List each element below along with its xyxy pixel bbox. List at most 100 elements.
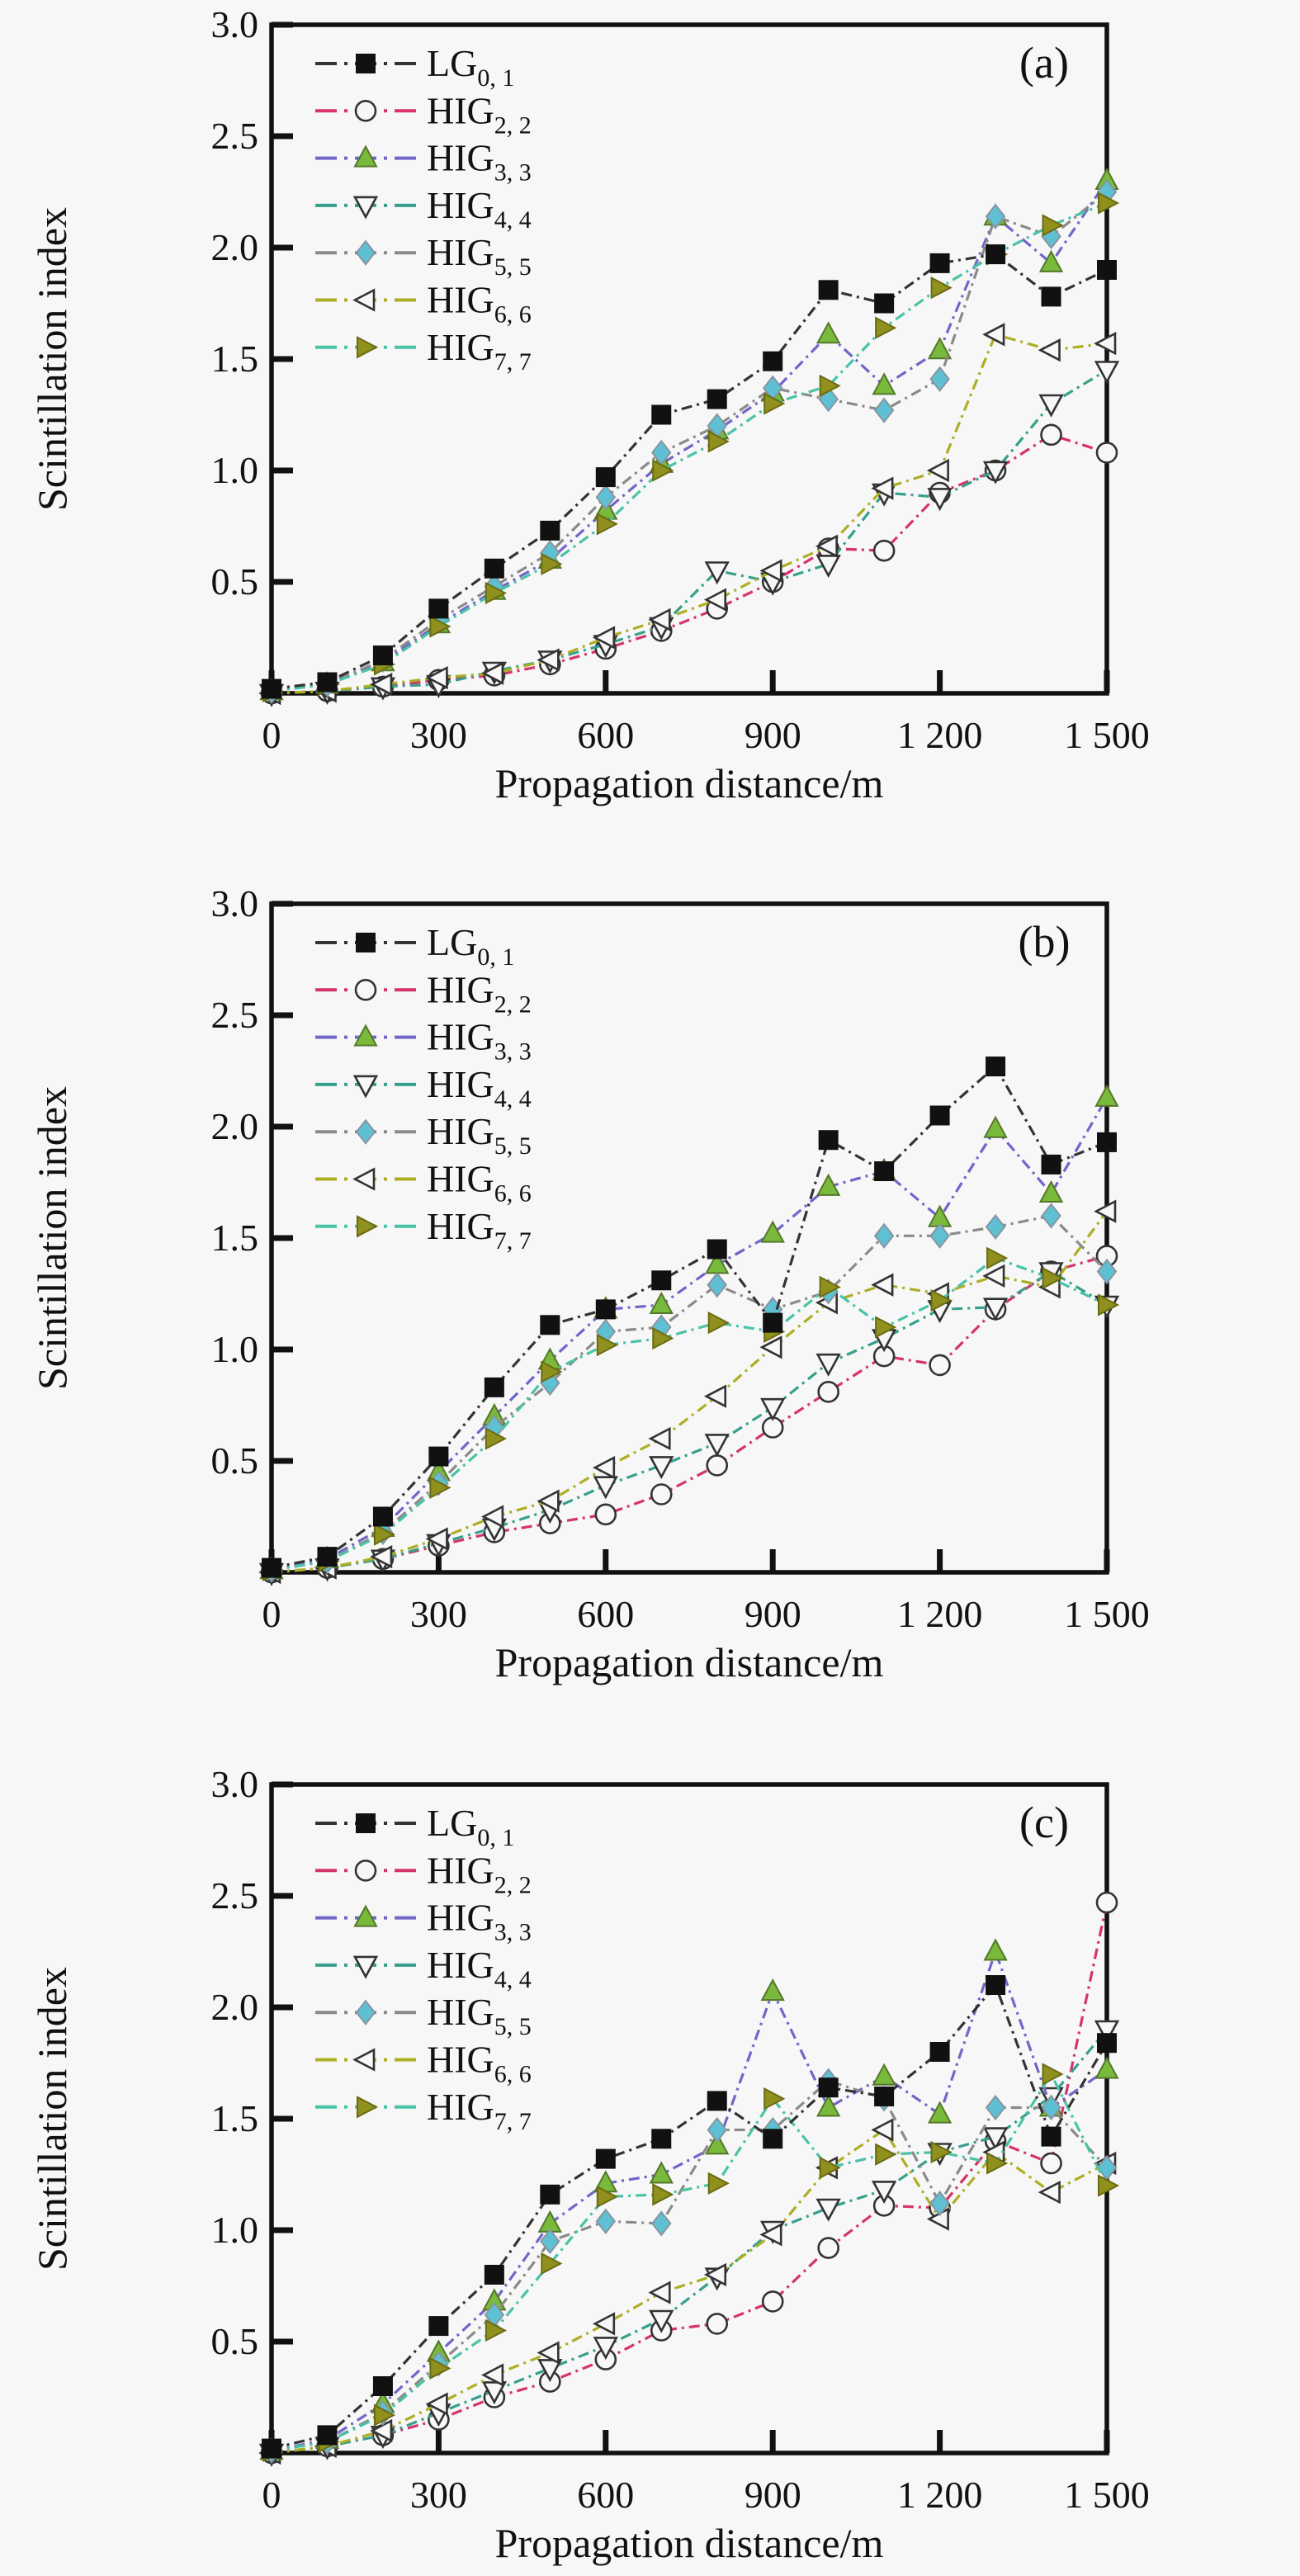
data-point-lg01: [1097, 2033, 1117, 2054]
data-point-hig55: [929, 1222, 950, 1249]
y-tick-label: 0.5: [211, 2320, 259, 2362]
data-point-hig22: [1095, 1891, 1118, 1914]
data-point-hig44: [481, 2381, 508, 2405]
data-point-hig66: [1038, 2180, 1061, 2205]
data-point-hig66: [648, 2281, 671, 2304]
x-tick-label: 0: [262, 714, 281, 756]
data-point-hig77: [485, 2318, 508, 2342]
data-point-hig33: [1094, 2056, 1119, 2079]
data-point-lg01: [929, 253, 950, 273]
data-point-hig33: [1038, 1179, 1064, 1203]
data-point-lg01: [428, 1446, 449, 1467]
data-point-hig44: [593, 1476, 618, 1500]
data-point-hig77: [541, 1360, 563, 1383]
y-tick-label: 1.5: [211, 2097, 259, 2139]
data-point-lg01: [986, 244, 1006, 265]
data-point-hig66: [926, 458, 949, 483]
data-point-hig77: [930, 276, 953, 300]
data-point-hig44: [815, 2198, 841, 2222]
data-point-lg01: [595, 1299, 616, 1320]
data-point-lg01: [986, 1056, 1006, 1077]
data-point-lg01: [763, 1312, 783, 1333]
data-point-hig33: [983, 1938, 1008, 1961]
data-point-hig77: [986, 1246, 1009, 1269]
data-point-hig66: [759, 1335, 782, 1359]
data-point-lg01: [317, 672, 338, 692]
data-point-hig77: [596, 513, 618, 536]
y-tick-label: 2.5: [211, 1874, 259, 1917]
panel-label: (c): [1019, 1798, 1069, 1847]
legend-marker-hig33: [353, 144, 378, 168]
data-point-hig66: [703, 588, 727, 612]
x-tick-label: 600: [577, 714, 634, 756]
data-point-hig66: [537, 1489, 560, 1513]
data-point-hig77: [1098, 1293, 1120, 1316]
series-line-hig33: [271, 1947, 1108, 2452]
data-point-lg01: [317, 2425, 338, 2446]
chart-a: 0.5 1.0 1.5 2.0 2.5 3.0 0 300 600 900 1 200 1 500 Pr…: [29, 3, 1150, 806]
data-point-hig44: [649, 1456, 674, 1480]
data-point-hig33: [649, 1291, 674, 1314]
data-point-hig66: [982, 323, 1005, 347]
data-point-hig66: [703, 1384, 727, 1408]
x-tick-label: 300: [410, 1593, 467, 1635]
legend-label-lg01: LG0, 1: [427, 921, 514, 971]
data-point-lg01: [540, 520, 560, 541]
legend-label-lg01: LG0, 1: [427, 1802, 514, 1851]
series-line-hig55: [271, 2079, 1109, 2452]
data-point-hig66: [370, 673, 393, 697]
data-point-hig22: [872, 539, 896, 562]
legend-marker-hig44: [352, 1075, 379, 1099]
series-line-hig55: [271, 1214, 1109, 1572]
data-point-hig77: [429, 2356, 451, 2380]
plot-border: [269, 1782, 1109, 2455]
data-point-lg01: [929, 2042, 950, 2062]
data-point-hig55: [650, 2210, 672, 2237]
data-point-hig77: [429, 1476, 451, 1500]
legend-label-hig22: HIG2, 2: [427, 968, 532, 1018]
data-point-hig44: [871, 2181, 897, 2205]
data-point-lg01: [763, 351, 783, 371]
legend-marker-hig22: [354, 1860, 377, 1882]
data-point-hig66: [815, 534, 838, 558]
data-point-hig66: [1094, 331, 1117, 356]
legend-label-hig44: HIG4, 4: [427, 1944, 532, 1993]
data-point-hig77: [373, 1523, 396, 1546]
data-point-hig77: [652, 459, 674, 482]
data-point-hig66: [982, 1264, 1005, 1288]
legend-marker-hig66: [352, 1167, 376, 1191]
data-point-hig22: [929, 1354, 951, 1377]
data-point-lg01: [874, 2087, 895, 2106]
data-point-hig33: [872, 2063, 896, 2086]
data-point-lg01: [540, 1315, 560, 1335]
data-point-hig66: [425, 665, 448, 690]
x-axis-title: Propagation distance/m: [495, 2520, 884, 2566]
y-tick-label: 3.0: [211, 882, 259, 924]
y-axis-title: Scintillation index: [29, 207, 75, 511]
series-line-hig22: [271, 1255, 1108, 1574]
legend-marker-hig66: [352, 288, 376, 312]
legend-marker-lg01: [356, 1813, 376, 1833]
data-point-hig66: [871, 2118, 894, 2142]
data-point-hig55: [1041, 1203, 1061, 1229]
data-point-hig44: [982, 1297, 1009, 1321]
data-point-hig77: [373, 2403, 396, 2427]
x-axis-title: Propagation distance/m: [495, 760, 884, 806]
legend-marker-hig44: [352, 196, 379, 220]
series-line-hig44: [271, 2028, 1109, 2455]
data-point-hig44: [927, 488, 953, 512]
series-line-hig33: [271, 180, 1109, 692]
x-tick-label: 1 200: [897, 1593, 983, 1635]
legend-label-hig77: HIG7, 7: [427, 1205, 532, 1255]
data-point-hig33: [815, 2094, 841, 2117]
legend-marker-hig55: [355, 1999, 376, 2025]
data-point-hig77: [1042, 1266, 1064, 1290]
data-point-hig33: [649, 2161, 674, 2184]
data-point-lg01: [1097, 1132, 1117, 1152]
data-point-hig77: [485, 1427, 508, 1450]
data-point-hig55: [985, 2094, 1006, 2121]
series-line-lg01: [271, 1982, 1109, 2451]
data-point-hig44: [982, 2127, 1009, 2151]
data-point-hig44: [649, 2309, 674, 2333]
